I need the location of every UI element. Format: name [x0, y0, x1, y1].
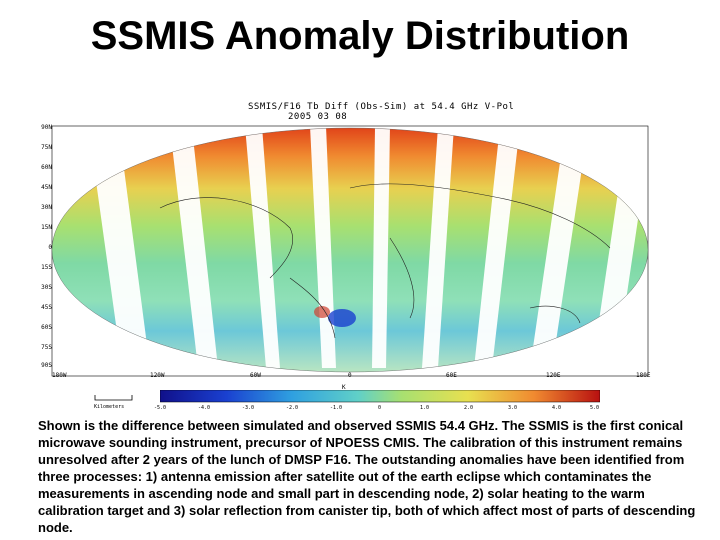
colorbar-tick: -5.0	[154, 405, 167, 411]
lat-tick: 60N	[41, 164, 52, 171]
colorbar-tick: 3.0	[508, 405, 518, 411]
colorbar-tick: 0	[378, 405, 382, 411]
lon-tick: 180W	[52, 372, 67, 379]
colorbar	[160, 390, 600, 403]
colorbar-tick: -1.0	[330, 405, 343, 411]
lon-tick: 120W	[150, 372, 165, 379]
lat-tick: 30N	[41, 204, 52, 211]
plot-date: 2005 03 08	[288, 112, 348, 122]
scale-label: Kilometers	[94, 404, 125, 410]
lat-tick: 30S	[41, 284, 52, 291]
lat-tick: 75N	[41, 144, 52, 151]
scale-bar	[94, 395, 133, 401]
lon-tick: 180E	[636, 372, 651, 379]
colorbar-tick: 4.0	[552, 405, 562, 411]
page-title: SSMIS Anomaly Distribution	[90, 14, 630, 58]
anomaly-map	[51, 125, 649, 377]
colorbar-unit: K	[342, 384, 346, 391]
lat-tick: 75S	[41, 344, 52, 351]
lat-tick: 90S	[41, 362, 52, 369]
anomaly-map-figure: SSMIS/F16 Tb Diff (Obs-Sim) at 54.4 GHz …	[30, 100, 670, 412]
lat-tick: 45S	[41, 304, 52, 311]
colorbar-tick: 5.0	[590, 405, 600, 411]
colorbar-tick: 2.0	[464, 405, 474, 411]
lat-tick: 15N	[41, 224, 52, 231]
colorbar-tick: -4.0	[198, 405, 211, 411]
lat-tick: 90N	[41, 124, 52, 131]
colorbar-tick: -3.0	[242, 405, 255, 411]
lon-tick: 60W	[250, 372, 261, 379]
lon-tick: 60E	[446, 372, 457, 379]
lat-tick: 15S	[41, 264, 52, 271]
lat-tick: 60S	[41, 324, 52, 331]
colorbar-tick: -2.0	[286, 405, 299, 411]
lat-tick: 45N	[41, 184, 52, 191]
lon-tick: 120E	[546, 372, 561, 379]
lon-tick: 0	[348, 372, 352, 379]
caption: Shown is the difference between simulate…	[38, 418, 696, 535]
colorbar-tick: 1.0	[420, 405, 430, 411]
lat-tick: 0	[48, 244, 52, 251]
plot-title: SSMIS/F16 Tb Diff (Obs-Sim) at 54.4 GHz …	[248, 102, 515, 112]
